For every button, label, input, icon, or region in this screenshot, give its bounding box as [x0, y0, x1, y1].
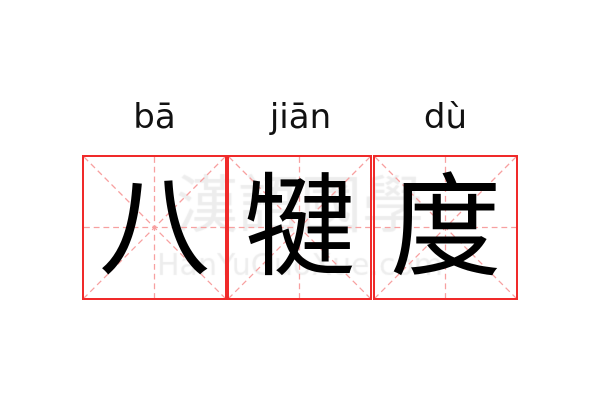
character-2: 度: [389, 162, 502, 293]
pinyin-2: dù: [423, 97, 468, 137]
grid-cell-1: 犍: [227, 155, 372, 300]
character-1: 犍: [243, 162, 356, 293]
pinyin-0: bā: [133, 97, 176, 137]
character-grid: 八 犍 度: [82, 155, 518, 300]
grid-cell-0: 八: [82, 155, 227, 300]
character-0: 八: [98, 162, 211, 293]
grid-cell-2: 度: [373, 155, 518, 300]
pinyin-1: jiān: [269, 97, 332, 137]
